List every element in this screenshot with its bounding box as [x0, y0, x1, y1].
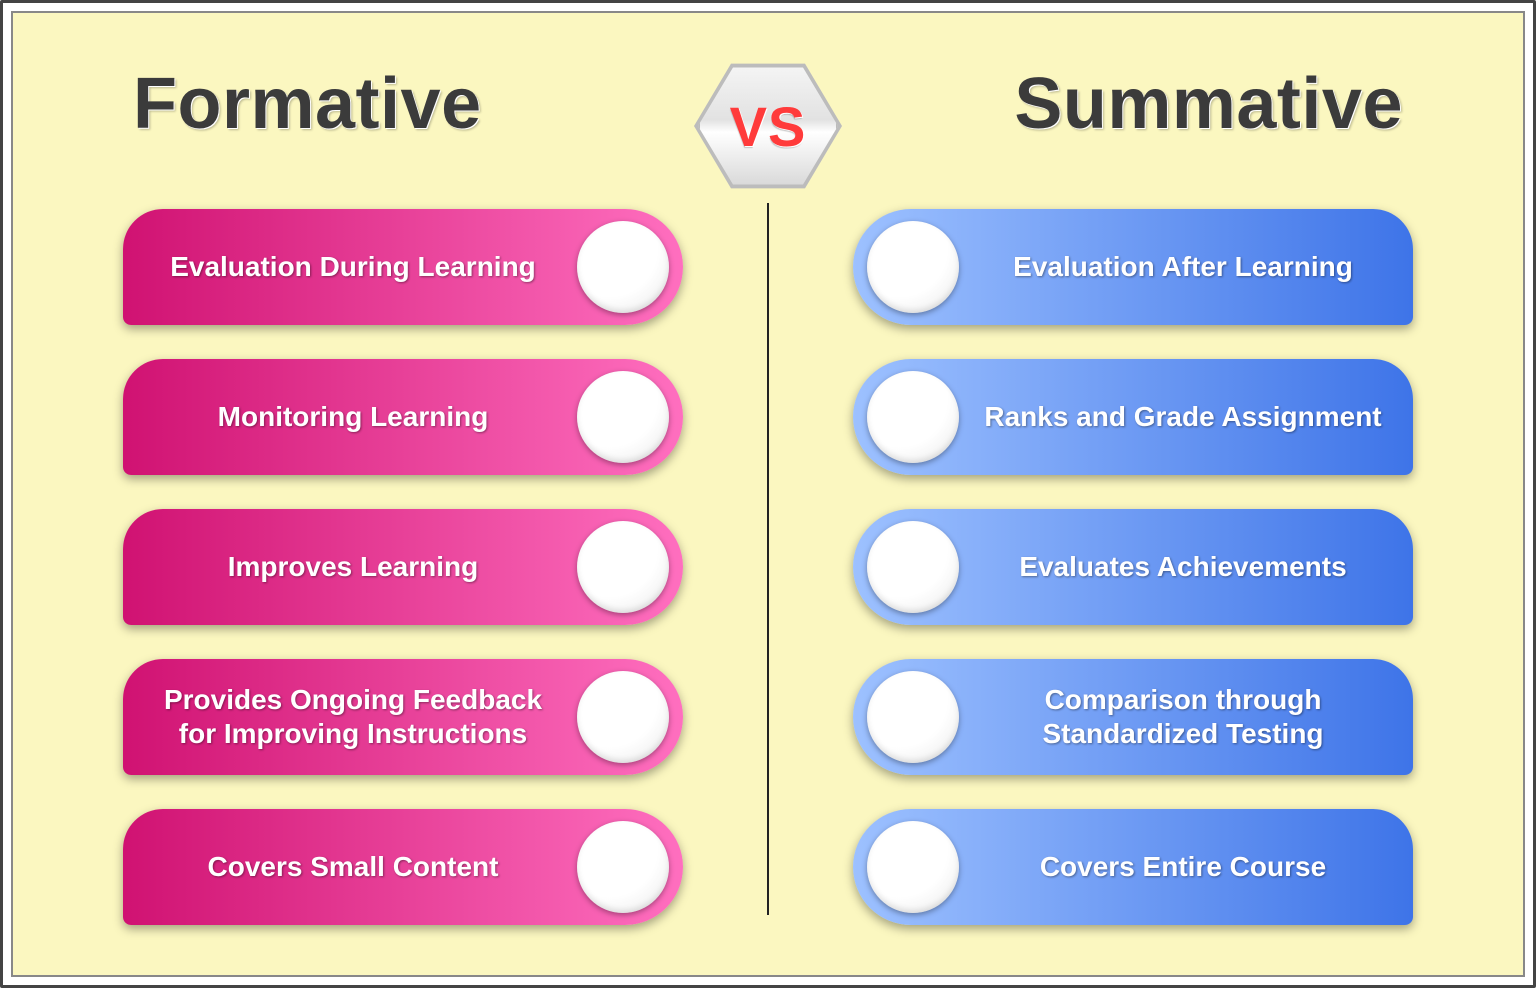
circle-icon [867, 821, 959, 913]
formative-pill: Improves Learning [123, 509, 683, 625]
vs-badge: VS [698, 65, 838, 187]
canvas: Formative Summative VS Evaluation During… [11, 11, 1525, 977]
summative-pill: Comparison through Standardized Testing [853, 659, 1413, 775]
circle-icon [867, 671, 959, 763]
pill-label: Comparison through Standardized Testing [983, 683, 1383, 750]
pill-label: Ranks and Grade Assignment [984, 400, 1381, 434]
summative-pill: Evaluates Achievements [853, 509, 1413, 625]
circle-icon [577, 821, 669, 913]
left-title: Formative [133, 63, 482, 145]
pill-label: Provides Ongoing Feedback for Improving … [153, 683, 553, 750]
summative-pill: Covers Entire Course [853, 809, 1413, 925]
vs-label: VS [698, 65, 838, 187]
pill-label: Covers Small Content [208, 850, 499, 884]
circle-icon [867, 221, 959, 313]
formative-column: Evaluation During Learning Monitoring Lea… [123, 203, 683, 945]
circle-icon [577, 221, 669, 313]
formative-pill: Covers Small Content [123, 809, 683, 925]
circle-icon [577, 671, 669, 763]
pill-label: Improves Learning [228, 550, 479, 584]
formative-pill: Evaluation During Learning [123, 209, 683, 325]
circle-icon [867, 521, 959, 613]
formative-pill: Monitoring Learning [123, 359, 683, 475]
pill-label: Evaluation After Learning [1013, 250, 1353, 284]
circle-icon [577, 521, 669, 613]
circle-icon [577, 371, 669, 463]
pill-label: Covers Entire Course [1040, 850, 1326, 884]
summative-pill: Ranks and Grade Assignment [853, 359, 1413, 475]
summative-pill: Evaluation After Learning [853, 209, 1413, 325]
formative-pill: Provides Ongoing Feedback for Improving … [123, 659, 683, 775]
summative-column: Evaluation After Learning Ranks and Grade… [853, 203, 1413, 945]
center-divider [767, 203, 769, 915]
pill-label: Evaluates Achievements [1019, 550, 1346, 584]
circle-icon [867, 371, 959, 463]
pill-label: Evaluation During Learning [170, 250, 536, 284]
pill-label: Monitoring Learning [218, 400, 489, 434]
right-title: Summative [1014, 63, 1403, 145]
outer-frame: Formative Summative VS Evaluation During… [0, 0, 1536, 988]
